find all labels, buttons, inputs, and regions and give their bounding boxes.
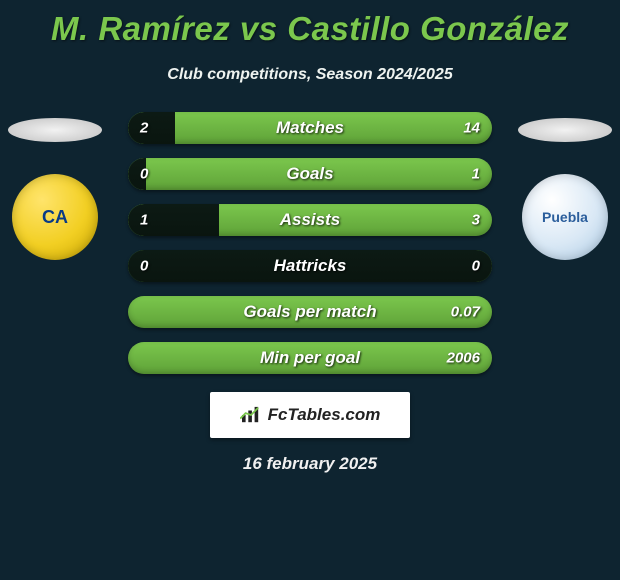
stat-label: Goals per match: [243, 302, 376, 322]
stat-left-value: 0: [140, 258, 148, 275]
stat-right-value: 0.07: [451, 304, 480, 321]
comparison-panel: CA 2Matches140Goals11Assists30Hattricks0…: [0, 112, 620, 374]
stat-right-value: 3: [472, 212, 480, 229]
left-club-badge-label: CA: [42, 207, 68, 228]
stat-left-value: 0: [140, 166, 148, 183]
stat-right-value: 1: [472, 166, 480, 183]
right-player-placeholder: [518, 118, 612, 142]
chart-icon: [240, 406, 262, 424]
stat-bar: 2 Matches 14: [128, 112, 492, 144]
stat-left-value: 2: [140, 120, 148, 137]
stat-right-value: 2006: [447, 350, 480, 367]
brand-box[interactable]: FcTables.com: [210, 392, 410, 438]
left-club-badge: CA: [12, 174, 98, 260]
stat-bar: Min per goal 2006: [128, 342, 492, 374]
stat-bar-fill-left: [128, 112, 175, 144]
stats-column: 2 Matches 14 0 Goals 1 1 Assists 3 0 Hattricks 0 Goa…: [110, 112, 510, 374]
stat-bar: 0 Goals 1: [128, 158, 492, 190]
stat-right-value: 14: [463, 120, 480, 137]
stat-label: Min per goal: [260, 348, 360, 368]
stat-bar: 0 Hattricks 0: [128, 250, 492, 282]
left-side: CA: [0, 112, 110, 260]
stat-bar: 1 Assists 3: [128, 204, 492, 236]
right-club-badge-label: Puebla: [542, 209, 588, 225]
stat-label: Assists: [280, 210, 340, 230]
stat-bar: Goals per match 0.07: [128, 296, 492, 328]
right-side: Puebla: [510, 112, 620, 260]
page-subtitle: Club competitions, Season 2024/2025: [0, 66, 620, 84]
stat-label: Matches: [276, 118, 344, 138]
stat-label: Goals: [286, 164, 333, 184]
stat-right-value: 0: [472, 258, 480, 275]
stat-left-value: 1: [140, 212, 148, 229]
left-player-placeholder: [8, 118, 102, 142]
date-text: 16 february 2025: [0, 454, 620, 474]
brand-text: FcTables.com: [268, 405, 381, 425]
stat-label: Hattricks: [274, 256, 347, 276]
page-title: M. Ramírez vs Castillo González: [0, 0, 620, 48]
right-club-badge: Puebla: [522, 174, 608, 260]
